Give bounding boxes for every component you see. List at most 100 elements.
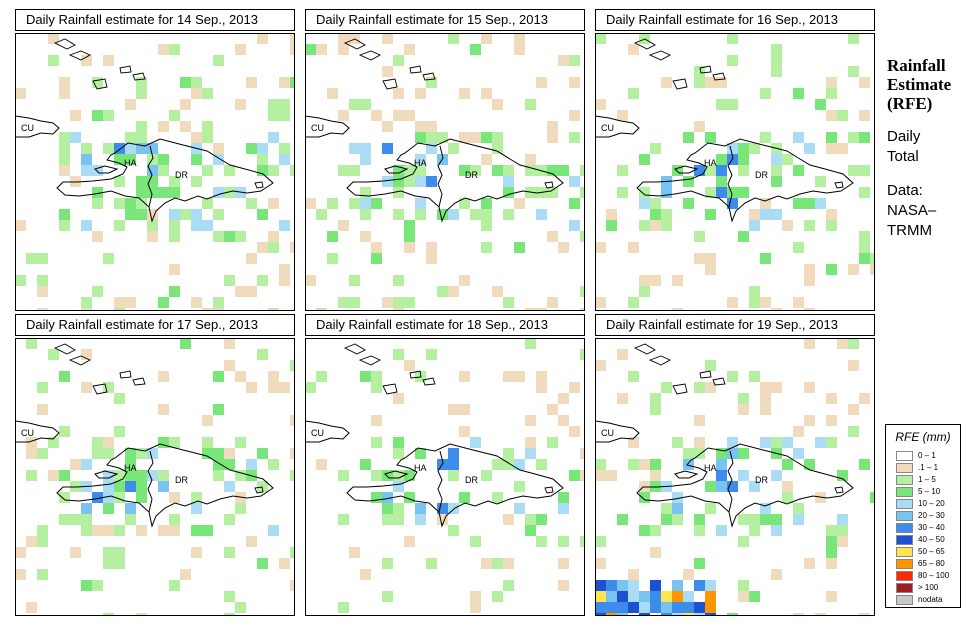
rfe-cell — [125, 143, 136, 154]
rfe-cell — [628, 569, 639, 580]
rfe-cell — [760, 132, 771, 143]
rfe-cell — [191, 525, 202, 536]
rfe-cell — [661, 503, 672, 514]
rfe-cell — [716, 154, 727, 165]
rfe-cell — [92, 165, 103, 176]
rfe-cell — [246, 459, 257, 470]
rfe-cell — [180, 99, 191, 110]
rfe-cell — [815, 198, 826, 209]
legend-label: 5 – 10 — [918, 487, 941, 496]
rfe-cell — [404, 360, 415, 371]
rfe-cell — [415, 176, 426, 187]
rfe-cell — [837, 338, 848, 349]
rfe-cell — [224, 514, 235, 525]
rfe-cell — [859, 459, 870, 470]
rfe-cell — [580, 187, 585, 198]
rfe-cell — [661, 220, 672, 231]
rfe-cell — [492, 99, 503, 110]
rfe-cell — [125, 209, 136, 220]
rfe-cell — [815, 99, 826, 110]
rfe-cell — [257, 558, 268, 569]
rfe-cell — [826, 209, 837, 220]
rfe-cell — [782, 492, 793, 503]
rfe-cell — [136, 481, 147, 492]
product-title-line: Estimate — [887, 75, 952, 94]
rfe-cell — [360, 231, 371, 242]
legend-swatch — [896, 475, 913, 485]
rfe-cell — [804, 338, 815, 349]
rfe-cell — [103, 558, 114, 569]
rfe-cell — [771, 176, 782, 187]
islet-coastline — [834, 486, 844, 494]
rfe-cell — [125, 470, 136, 481]
rfe-cell — [191, 503, 202, 514]
rfe-cell — [694, 558, 705, 569]
rfe-cell — [59, 514, 70, 525]
rfe-cell — [136, 492, 147, 503]
rfe-cell — [103, 492, 114, 503]
rfe-cell — [279, 110, 290, 121]
rfe-cell — [694, 514, 705, 525]
rfe-cell — [705, 382, 716, 393]
rfe-cell — [459, 426, 470, 437]
rfe-cell — [683, 448, 694, 459]
rfe-cell — [59, 492, 70, 503]
rfe-cell — [569, 470, 580, 481]
rfe-cell — [683, 591, 694, 602]
rfe-cell — [103, 525, 114, 536]
rfe-cell — [191, 547, 202, 558]
rfe-cell — [125, 99, 136, 110]
rfe-cell — [503, 297, 514, 308]
rfe-cell — [81, 382, 92, 393]
rfe-cell — [180, 569, 191, 580]
rfe-cell — [804, 275, 815, 286]
panel-title: Daily Rainfall estimate for 16 Sep., 201… — [595, 9, 875, 31]
rfe-cell — [661, 591, 672, 602]
rfe-cell — [404, 44, 415, 55]
rfe-cell — [771, 209, 782, 220]
legend-label: 40 – 50 — [918, 535, 945, 544]
rfe-cell — [59, 154, 70, 165]
islet-coastline — [633, 343, 656, 355]
rfe-cell — [257, 275, 268, 286]
rfe-cell — [349, 165, 360, 176]
rfe-cell — [393, 176, 404, 187]
rfe-cell — [224, 231, 235, 242]
rfe-cell — [158, 525, 169, 536]
rfe-cell — [224, 459, 235, 470]
rfe-cell — [595, 613, 606, 616]
rfe-cell — [826, 525, 837, 536]
rfe-cell — [371, 253, 382, 264]
rfe-cell — [92, 77, 103, 88]
rfe-cell — [595, 536, 606, 547]
rfe-cell — [705, 580, 716, 591]
rainfall-map: CU HA DR — [305, 33, 585, 311]
rfe-cell — [525, 415, 536, 426]
dr-label: DR — [465, 170, 478, 180]
rfe-cell — [639, 198, 650, 209]
panel-title: Daily Rainfall estimate for 17 Sep., 201… — [15, 314, 295, 336]
rfe-cell — [694, 580, 705, 591]
legend-label: 0 – 1 — [918, 451, 936, 460]
rfe-cell — [125, 514, 136, 525]
rfe-cell — [213, 231, 224, 242]
rfe-cell — [180, 209, 191, 220]
rfe-cell — [650, 220, 661, 231]
cuba-label: CU — [601, 428, 614, 438]
rfe-cell — [672, 503, 683, 514]
rfe-cell — [213, 209, 224, 220]
legend-item: 0 – 1 — [896, 451, 958, 461]
rfe-cell — [404, 492, 415, 503]
rfe-cell — [448, 448, 459, 459]
rfe-cell — [848, 33, 859, 44]
rfe-cell — [360, 99, 371, 110]
rfe-cell — [738, 591, 749, 602]
rfe-cell — [59, 143, 70, 154]
rfe-cell — [628, 602, 639, 613]
rfe-cell — [826, 437, 837, 448]
rfe-cell — [360, 143, 371, 154]
rfe-cell — [804, 143, 815, 154]
rfe-cell — [147, 470, 158, 481]
rfe-cell — [393, 448, 404, 459]
hispaniola-coastline — [346, 443, 564, 528]
